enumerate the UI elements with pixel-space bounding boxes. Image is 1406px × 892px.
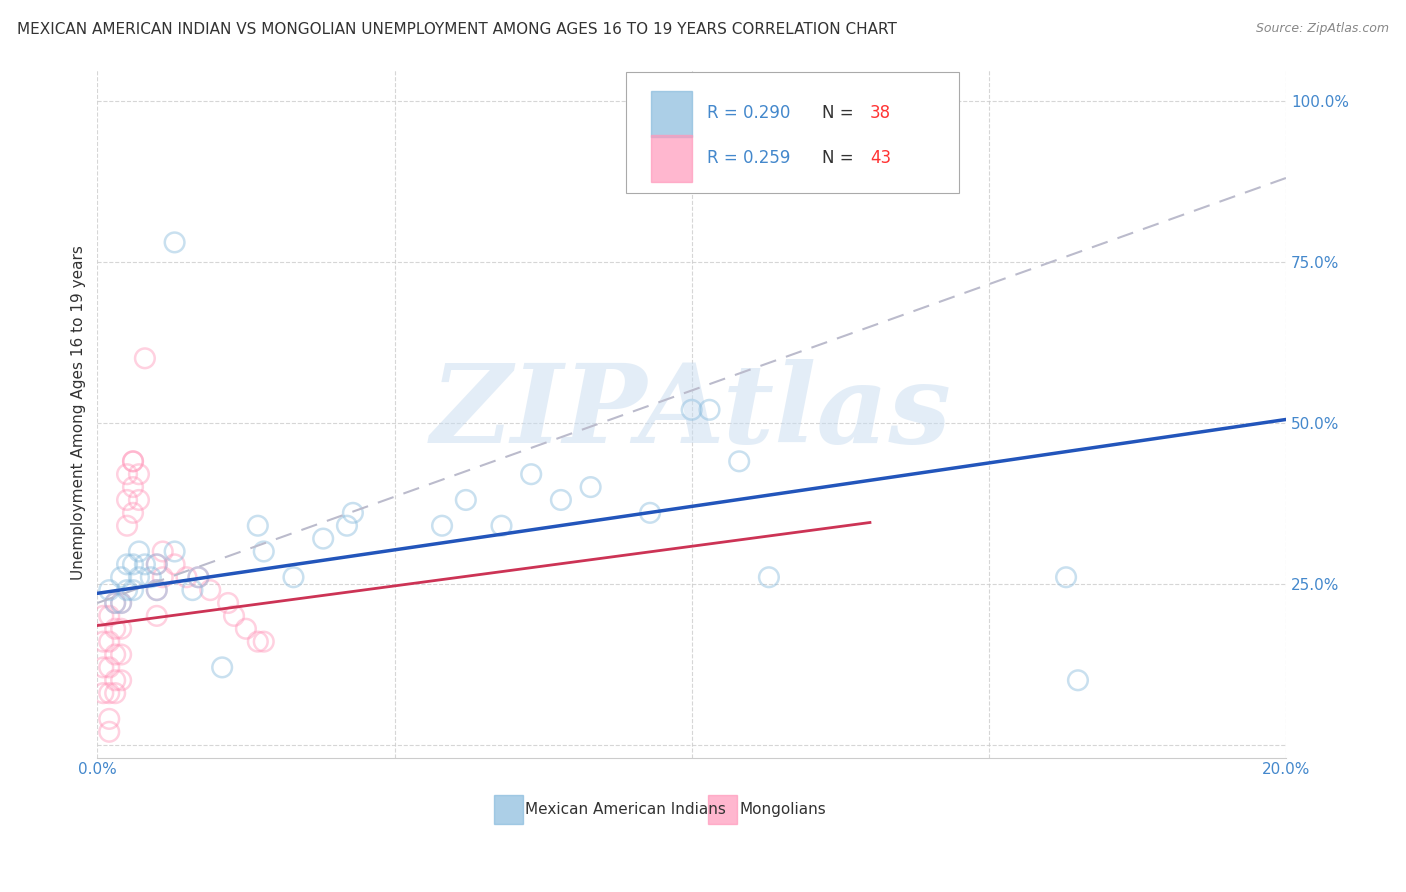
Point (110, 673, 132, 688)
Point (104, 622, 127, 636)
Point (200, 583, 222, 598)
Point (253, 634, 276, 648)
Text: Mongolians: Mongolians (740, 802, 825, 817)
Y-axis label: Unemployment Among Ages 16 to 19 years: Unemployment Among Ages 16 to 19 years (72, 245, 86, 581)
Point (122, 506, 145, 520)
Point (1067, 673, 1090, 688)
Point (110, 648, 132, 662)
FancyBboxPatch shape (651, 136, 692, 181)
Point (181, 583, 204, 598)
Point (253, 544, 276, 558)
Point (98, 634, 121, 648)
Point (342, 506, 364, 520)
Point (98, 724, 121, 739)
Text: 38: 38 (870, 104, 891, 122)
Point (128, 570, 150, 584)
Point (110, 570, 132, 584)
Point (152, 544, 174, 558)
Point (638, 506, 661, 520)
Text: Mexican American Indians: Mexican American Indians (526, 802, 725, 817)
Point (98, 712, 121, 726)
Point (211, 660, 233, 674)
Point (110, 596, 132, 610)
Text: N =: N = (823, 104, 859, 122)
Point (122, 454, 145, 468)
Point (579, 480, 602, 494)
Text: R = 0.259: R = 0.259 (707, 149, 790, 167)
Point (104, 686, 127, 700)
Point (122, 480, 145, 494)
Point (176, 570, 198, 584)
Point (110, 596, 132, 610)
Point (187, 570, 209, 584)
Point (115, 467, 138, 482)
FancyBboxPatch shape (626, 72, 959, 193)
Text: ZIPAtlas: ZIPAtlas (432, 359, 952, 467)
Point (91, 608, 114, 623)
Point (217, 596, 239, 610)
Point (163, 558, 186, 572)
Point (681, 402, 703, 417)
Text: 43: 43 (870, 149, 891, 167)
Point (139, 570, 162, 584)
Point (454, 492, 477, 507)
Point (91, 686, 114, 700)
Point (98, 608, 121, 623)
Point (491, 518, 513, 533)
Point (728, 454, 751, 468)
Point (104, 648, 127, 662)
Point (115, 518, 138, 533)
Point (312, 532, 335, 546)
Point (122, 558, 145, 572)
Point (163, 235, 186, 250)
Point (699, 402, 721, 417)
Point (91, 634, 114, 648)
Point (98, 583, 121, 598)
Point (128, 467, 150, 482)
Point (146, 558, 169, 572)
Point (187, 570, 209, 584)
Point (146, 558, 169, 572)
Point (128, 544, 150, 558)
Point (104, 673, 127, 688)
Point (246, 518, 269, 533)
FancyBboxPatch shape (651, 91, 692, 136)
Point (104, 596, 127, 610)
Point (152, 570, 174, 584)
Point (146, 583, 169, 598)
Point (520, 467, 543, 482)
Point (146, 608, 169, 623)
Point (1054, 570, 1077, 584)
Point (163, 544, 186, 558)
FancyBboxPatch shape (709, 795, 737, 823)
Text: N =: N = (823, 149, 859, 167)
Point (110, 622, 132, 636)
Point (336, 518, 359, 533)
Point (146, 583, 169, 598)
Point (98, 660, 121, 674)
FancyBboxPatch shape (495, 795, 523, 823)
Point (115, 583, 138, 598)
Point (758, 570, 780, 584)
Point (104, 596, 127, 610)
Point (134, 558, 156, 572)
Point (222, 608, 245, 623)
Text: MEXICAN AMERICAN INDIAN VS MONGOLIAN UNEMPLOYMENT AMONG AGES 16 TO 19 YEARS CORR: MEXICAN AMERICAN INDIAN VS MONGOLIAN UNE… (17, 22, 897, 37)
Point (91, 660, 114, 674)
Point (115, 492, 138, 507)
Point (430, 518, 453, 533)
Text: Source: ZipAtlas.com: Source: ZipAtlas.com (1256, 22, 1389, 36)
Point (122, 454, 145, 468)
Point (283, 570, 305, 584)
Point (128, 492, 150, 507)
Point (98, 686, 121, 700)
Point (122, 583, 145, 598)
Point (134, 351, 156, 366)
Point (246, 634, 269, 648)
Text: R = 0.290: R = 0.290 (707, 104, 790, 122)
Point (550, 492, 572, 507)
Point (115, 558, 138, 572)
Point (235, 622, 257, 636)
